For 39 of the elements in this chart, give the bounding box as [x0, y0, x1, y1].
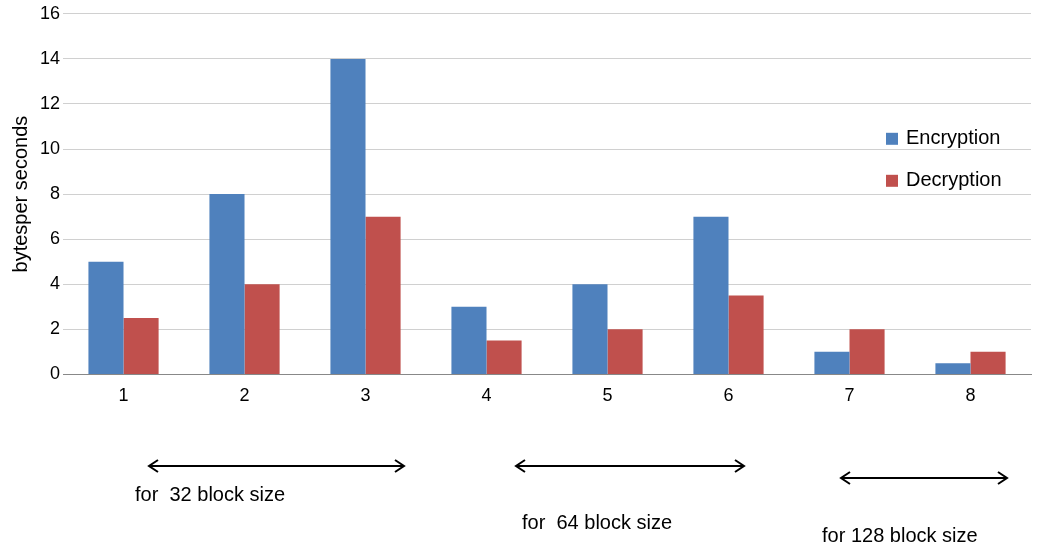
bar — [970, 351, 1006, 374]
bar — [814, 351, 850, 374]
text: for 32 block size — [135, 483, 286, 506]
bar — [88, 261, 124, 374]
y-tick-label: 6 — [50, 228, 61, 249]
bar — [486, 340, 522, 374]
x-tick-label: 8 — [965, 385, 976, 406]
y-tick-label: 14 — [39, 47, 61, 68]
text: for 128 block size — [822, 524, 978, 547]
x-tick-label: 2 — [239, 385, 250, 406]
bar — [607, 329, 643, 374]
x-tick-label: 6 — [723, 385, 734, 406]
x-tick-label: 3 — [360, 385, 371, 406]
bar — [209, 194, 245, 374]
bar — [330, 58, 366, 374]
y-tick-label: 16 — [39, 2, 61, 23]
bar — [728, 295, 764, 374]
x-tick-label: 7 — [844, 385, 855, 406]
y-tick-label: 12 — [39, 92, 61, 113]
y-tick-label: 4 — [50, 273, 61, 294]
text: for 64 block size — [522, 511, 673, 534]
bar — [849, 329, 885, 374]
bar — [935, 363, 971, 374]
y-tick-label: 10 — [39, 137, 61, 158]
x-tick-label: 1 — [118, 385, 129, 406]
x-tick-label: 4 — [481, 385, 492, 406]
y-tick-label: 8 — [50, 183, 61, 204]
y-tick-label: 2 — [50, 318, 61, 339]
legend-label: Encryption — [906, 126, 1001, 149]
bar — [693, 216, 729, 374]
y-axis-title: bytesper seconds — [8, 115, 31, 273]
legend-label: Decryption — [906, 168, 1002, 191]
bar — [244, 284, 280, 374]
bar — [451, 306, 487, 374]
y-tick-label: 0 — [50, 363, 61, 384]
bar — [123, 318, 159, 374]
bar — [572, 284, 608, 374]
x-tick-label: 5 — [602, 385, 613, 406]
bar — [365, 216, 401, 374]
